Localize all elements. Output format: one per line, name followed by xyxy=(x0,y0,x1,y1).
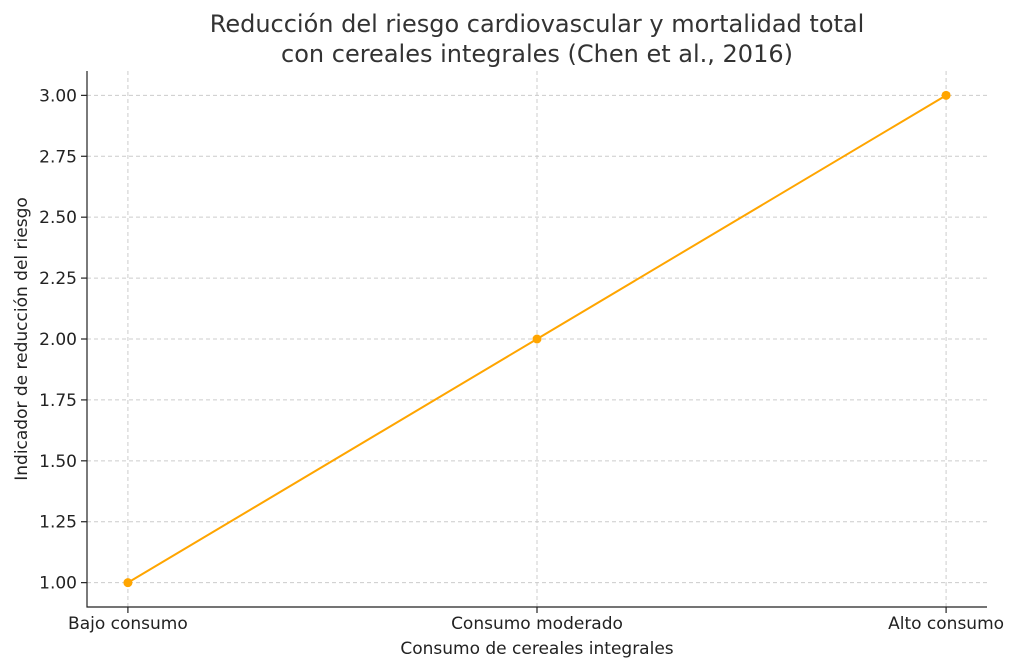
y-tick-label: 2.25 xyxy=(39,269,77,289)
data-point xyxy=(532,334,542,344)
axes-layer xyxy=(81,71,987,613)
x-axis-label: Consumo de cereales integrales xyxy=(400,639,673,659)
x-tick-label: Alto consumo xyxy=(888,614,1004,634)
data-point xyxy=(941,90,951,100)
series-layer xyxy=(123,90,951,588)
axis-spines xyxy=(86,71,987,608)
y-tick-label: 2.75 xyxy=(39,147,77,167)
y-tick-label: 1.75 xyxy=(39,391,77,411)
x-tick-label: Consumo moderado xyxy=(451,614,623,634)
y-tick-label: 2.00 xyxy=(39,330,77,350)
y-tick-label: 1.00 xyxy=(39,574,77,594)
y-axis-label: Indicador de reducción del riesgo xyxy=(12,197,32,481)
labels-layer: 1.00 1.25 1.50 1.75 2.00 2.25 2.50 2.75 3.00 Bajo… xyxy=(39,86,1004,634)
y-tick-label: 1.50 xyxy=(39,452,77,472)
y-tick-label: 3.00 xyxy=(39,86,77,106)
y-tick-label: 1.25 xyxy=(39,513,77,533)
data-point xyxy=(123,578,133,588)
chart-title-line-1: Reducción del riesgo cardiovascular y mo… xyxy=(210,10,865,38)
x-tick-label: Bajo consumo xyxy=(68,614,188,634)
y-tick-label: 2.50 xyxy=(39,208,77,228)
chart-title-line-2: con cereales integrales (Chen et al., 20… xyxy=(281,40,793,68)
